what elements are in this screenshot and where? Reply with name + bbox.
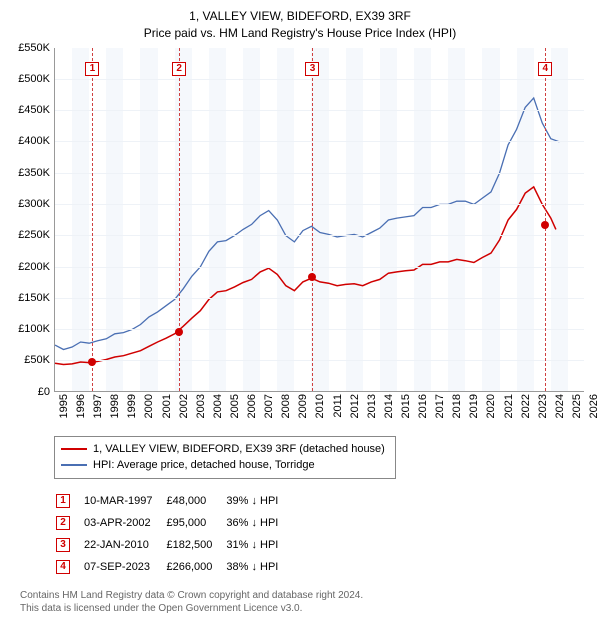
chart-title: 1, VALLEY VIEW, BIDEFORD, EX39 3RF (10, 8, 590, 25)
x-tick-label: 2023 (537, 394, 549, 418)
x-tick-label: 2020 (485, 394, 497, 418)
event-row: 2 03-APR-2002£95,00036% ↓ HPI (56, 513, 290, 533)
x-tick-label: 2003 (195, 394, 207, 418)
x-tick-label: 2016 (417, 394, 429, 418)
x-tick-label: 2018 (451, 394, 463, 418)
x-tick-label: 2004 (212, 394, 224, 418)
x-tick-label: 2021 (503, 394, 515, 418)
legend-label: HPI: Average price, detached house, Torr… (93, 457, 315, 474)
series-line (55, 98, 559, 350)
x-tick-label: 2019 (468, 394, 480, 418)
x-tick-label: 2008 (280, 394, 292, 418)
event-date: 10-MAR-1997 (84, 491, 164, 511)
footer-line-1: Contains HM Land Registry data © Crown c… (20, 589, 590, 602)
y-tick-label: £50K (24, 354, 50, 366)
event-pct: 36% ↓ HPI (226, 513, 290, 533)
event-pct: 31% ↓ HPI (226, 535, 290, 555)
x-tick-label: 2009 (297, 394, 309, 418)
x-tick-label: 2002 (178, 394, 190, 418)
x-tick-label: 1996 (75, 394, 87, 418)
chart-area: £0 £50K £100K £150K £200K £250K £300K £350K £400… (10, 48, 590, 432)
x-tick-label: 2005 (229, 394, 241, 418)
x-tick-label: 2001 (161, 394, 173, 418)
y-tick-label: £300K (18, 198, 50, 210)
event-vline (545, 48, 546, 391)
event-row: 4 07-SEP-2023£266,00038% ↓ HPI (56, 557, 290, 577)
event-row-badge: 3 (56, 538, 70, 552)
x-tick-label: 1995 (58, 394, 70, 418)
x-tick-label: 2006 (246, 394, 258, 418)
legend-swatch (61, 464, 87, 466)
event-row-badge: 1 (56, 494, 70, 508)
event-price: £48,000 (166, 491, 224, 511)
event-row-badge: 2 (56, 516, 70, 530)
event-badge: 4 (538, 62, 552, 76)
price-point (88, 358, 96, 366)
price-point (541, 221, 549, 229)
price-point (308, 273, 316, 281)
plot-area: 1 2 3 4 (54, 48, 584, 392)
event-price: £95,000 (166, 513, 224, 533)
y-tick-label: £0 (38, 386, 50, 398)
x-tick-label: 2007 (263, 394, 275, 418)
event-vline (312, 48, 313, 391)
event-badge: 2 (172, 62, 186, 76)
x-tick-label: 2000 (143, 394, 155, 418)
event-vline (179, 48, 180, 391)
footer-attribution: Contains HM Land Registry data © Crown c… (20, 589, 590, 615)
y-tick-label: £200K (18, 261, 50, 273)
event-vline (92, 48, 93, 391)
x-tick-label: 2024 (554, 394, 566, 418)
x-tick-label: 2012 (349, 394, 361, 418)
event-badge: 1 (85, 62, 99, 76)
events-table: 1 10-MAR-1997£48,00039% ↓ HPI 2 03-APR-2002… (54, 489, 292, 579)
x-tick-label: 1998 (109, 394, 121, 418)
event-pct: 39% ↓ HPI (226, 491, 290, 511)
event-row-badge: 4 (56, 560, 70, 574)
x-tick-label: 2026 (588, 394, 600, 418)
legend: 1, VALLEY VIEW, BIDEFORD, EX39 3RF (deta… (54, 436, 396, 479)
event-price: £182,500 (166, 535, 224, 555)
event-pct: 38% ↓ HPI (226, 557, 290, 577)
x-tick-label: 1999 (126, 394, 138, 418)
event-badge: 3 (305, 62, 319, 76)
legend-item: HPI: Average price, detached house, Torr… (61, 457, 385, 474)
y-tick-label: £500K (18, 73, 50, 85)
legend-item: 1, VALLEY VIEW, BIDEFORD, EX39 3RF (deta… (61, 441, 385, 458)
y-tick-label: £350K (18, 167, 50, 179)
event-date: 07-SEP-2023 (84, 557, 164, 577)
event-price: £266,000 (166, 557, 224, 577)
x-tick-label: 2022 (520, 394, 532, 418)
legend-swatch (61, 448, 87, 450)
price-point (175, 328, 183, 336)
y-tick-label: £450K (18, 104, 50, 116)
y-tick-label: £150K (18, 292, 50, 304)
footer-line-2: This data is licensed under the Open Gov… (20, 602, 590, 615)
chart-svg (55, 48, 585, 392)
x-tick-label: 1997 (92, 394, 104, 418)
y-tick-label: £100K (18, 323, 50, 335)
x-tick-label: 2015 (400, 394, 412, 418)
event-row: 3 22-JAN-2010£182,50031% ↓ HPI (56, 535, 290, 555)
event-date: 22-JAN-2010 (84, 535, 164, 555)
chart-subtitle: Price paid vs. HM Land Registry's House … (10, 25, 590, 42)
x-tick-label: 2011 (332, 394, 344, 418)
x-tick-label: 2025 (571, 394, 583, 418)
series-line (55, 186, 556, 364)
y-tick-label: £550K (18, 42, 50, 54)
y-tick-label: £400K (18, 135, 50, 147)
x-tick-label: 2017 (434, 394, 446, 418)
y-tick-label: £250K (18, 229, 50, 241)
event-date: 03-APR-2002 (84, 513, 164, 533)
x-axis-labels: 1995 1996 1997 1998 1999 2000 2001 2002 2003 2004… (54, 392, 584, 432)
event-row: 1 10-MAR-1997£48,00039% ↓ HPI (56, 491, 290, 511)
y-axis-labels: £0£50K£100K£150K£200K£250K£300K£350K£400… (10, 48, 54, 392)
x-tick-label: 2013 (366, 394, 378, 418)
x-tick-label: 2014 (383, 394, 395, 418)
legend-label: 1, VALLEY VIEW, BIDEFORD, EX39 3RF (deta… (93, 441, 385, 458)
x-tick-label: 2010 (314, 394, 326, 418)
